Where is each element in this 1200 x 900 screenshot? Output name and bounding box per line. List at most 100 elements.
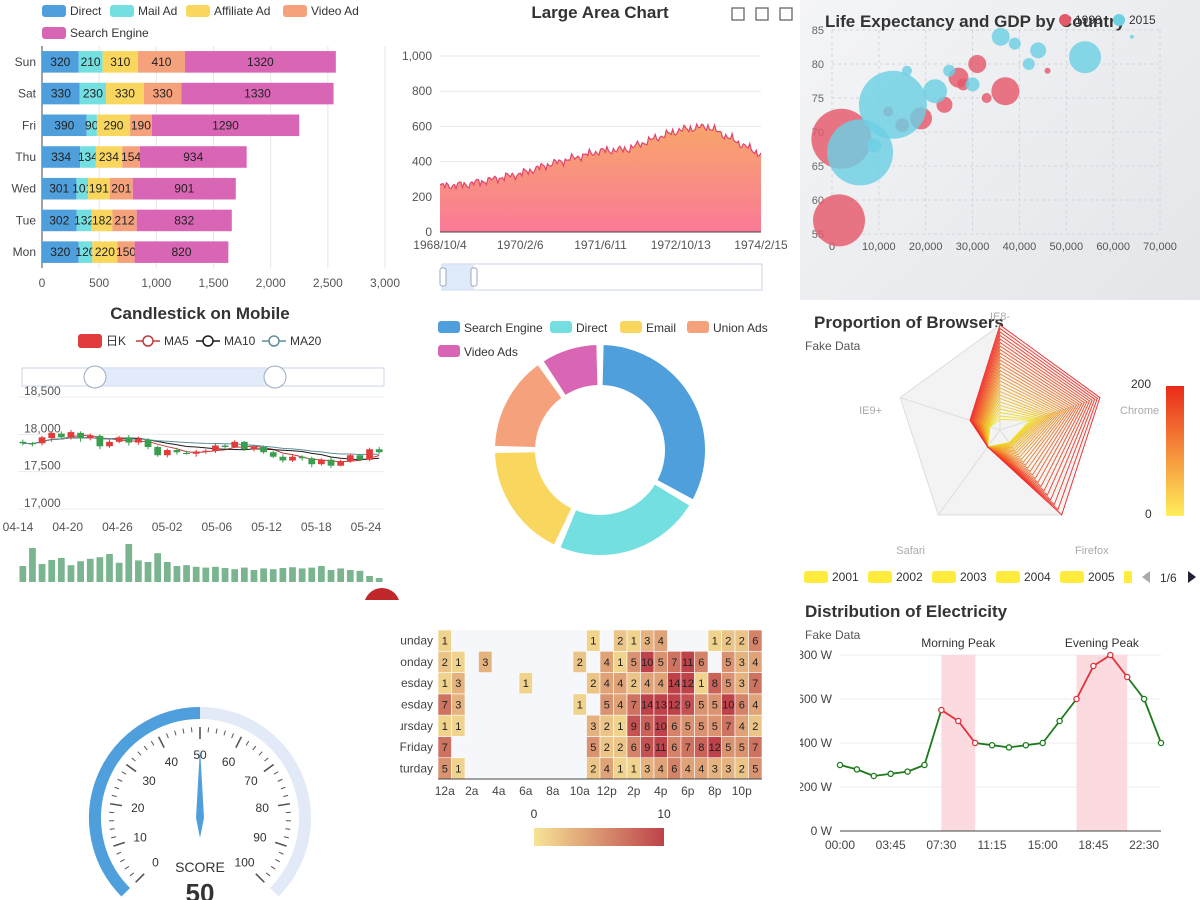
heatmap-cell-label: 8 xyxy=(698,742,704,754)
gauge-tick xyxy=(245,740,250,746)
volume-bar xyxy=(327,570,335,582)
heatmap-cell-label: 4 xyxy=(617,678,623,690)
candle-body xyxy=(269,452,277,457)
volume-bar xyxy=(375,578,383,582)
volume-bar xyxy=(19,566,27,582)
gauge-progress xyxy=(89,707,201,897)
legend-swatch xyxy=(268,335,280,347)
candle-body xyxy=(125,437,133,443)
radar-series-line xyxy=(976,359,1075,472)
heatmap-cell-label: 4 xyxy=(658,636,664,648)
bar-value-label: 132 xyxy=(74,213,94,227)
line-point xyxy=(1140,695,1148,703)
x-tick-label: 05-24 xyxy=(351,520,382,534)
radar-panel: Proportion of Browsers Fake Data IE8- Chrom… xyxy=(800,300,1200,600)
legend-swatch xyxy=(1124,571,1132,583)
heatmap-cell-label: 1 xyxy=(590,636,596,648)
bar-segment xyxy=(143,82,182,105)
radar-series-line xyxy=(981,380,1060,456)
gauge-tick-label: 20 xyxy=(131,801,145,815)
legend-next-icon[interactable] xyxy=(1188,571,1196,583)
volume-bar xyxy=(183,565,190,582)
legend-label: Search Engine xyxy=(70,26,149,40)
line-segment xyxy=(1075,665,1095,700)
donut-panel: Search Engine Direct Email Union Ads Video A… xyxy=(400,300,800,600)
x-tick-label: 2,000 xyxy=(256,276,286,290)
gauge-tick xyxy=(124,865,130,870)
heatmap-cell-label: 1 xyxy=(442,721,448,733)
gauge-tick xyxy=(264,757,269,762)
gauge-tick xyxy=(270,865,276,870)
visualmap-min-label: 0 xyxy=(531,807,538,821)
heatmap-cell xyxy=(694,650,709,673)
y-tick-label: 400 xyxy=(412,155,432,169)
volume-bar xyxy=(38,564,46,582)
bar-segment xyxy=(96,114,131,137)
line-segment xyxy=(1058,698,1078,722)
volume-bar xyxy=(298,568,306,582)
heatmap-cell-label: 4 xyxy=(604,657,610,669)
bubble-point xyxy=(943,64,956,77)
x-tick-label: 1970/2/6 xyxy=(497,238,544,252)
datazoom-handle-right[interactable] xyxy=(470,267,478,287)
legend-label: Video Ad xyxy=(311,4,359,18)
heatmap-cell-label: 3 xyxy=(712,763,718,775)
bubble-point xyxy=(923,79,948,104)
legend-label: Email xyxy=(646,321,676,335)
volume-bar xyxy=(96,557,104,582)
heatmap-cell-label: 2 xyxy=(590,678,596,690)
candle-body xyxy=(144,439,152,448)
legend-prev-icon[interactable] xyxy=(1142,571,1150,583)
bar-value-label: 302 xyxy=(49,213,69,227)
y-tick-label: 18,500 xyxy=(24,384,61,398)
x-tick-label: 10a xyxy=(570,784,590,798)
bar-value-label: 410 xyxy=(151,55,171,69)
heatmap-cell-label: 2 xyxy=(725,636,731,648)
gauge-tick xyxy=(277,802,291,807)
bar-segment xyxy=(184,51,336,73)
datazoom-handle-left[interactable] xyxy=(83,365,107,389)
undo-icon[interactable] xyxy=(755,7,769,21)
volume-bar xyxy=(77,561,84,582)
bar-segment xyxy=(42,114,87,137)
radar-series-line xyxy=(986,404,1042,448)
heatmap-cell-label: 7 xyxy=(685,742,691,754)
candle-body xyxy=(375,449,383,453)
radar-series-line xyxy=(979,373,1065,461)
x-tick-label: 0 xyxy=(39,276,46,290)
gauge-tick xyxy=(129,872,135,877)
large-area-chart: Large Area Chart 0 200 400 600 800 1,000 1968/1… xyxy=(402,3,793,291)
bar-value-label: 230 xyxy=(83,87,103,101)
heatmap-cell-label: 3 xyxy=(455,700,461,712)
radar-series-line xyxy=(969,324,1101,516)
heatmap-cell-label: 12 xyxy=(682,678,694,690)
volume-bar xyxy=(163,562,171,582)
crop-icon[interactable] xyxy=(731,7,745,21)
x-tick-label: 4a xyxy=(492,784,506,798)
x-tick-label: 60,000 xyxy=(1096,241,1130,253)
legend-swatch xyxy=(932,571,956,583)
gauge-tick xyxy=(283,836,289,839)
line-point xyxy=(887,770,894,778)
heatmap-cell-label: 9 xyxy=(644,742,650,754)
bubble-point xyxy=(1030,42,1047,59)
candlestick-chart: Candlestick on Mobile 日K MA5 MA10 MA20 17,000… xyxy=(3,304,399,600)
volume-bar xyxy=(212,566,219,582)
heatmap-cell-label: 5 xyxy=(604,700,610,712)
heatmap-cell-label: 1 xyxy=(631,763,637,775)
datazoom-handle-left[interactable] xyxy=(439,267,447,287)
legend-swatch xyxy=(438,321,460,333)
refresh-icon[interactable] xyxy=(779,7,793,21)
datazoom-handle-right[interactable] xyxy=(263,365,287,389)
bubble-point xyxy=(1022,58,1035,70)
gauge-tick-label: 10 xyxy=(133,830,147,844)
legend-label: 2003 xyxy=(960,570,987,584)
x-tick-label: 05-06 xyxy=(202,520,233,534)
volume-bar xyxy=(173,566,181,582)
bubble-point xyxy=(813,194,866,247)
heatmap-cell-label: 3 xyxy=(644,763,650,775)
heatmap-cell-label: 3 xyxy=(644,636,650,648)
heatmap-cell-label: 6 xyxy=(671,763,677,775)
legend-label: Direct xyxy=(70,4,102,18)
radar-indicator-label: Safari xyxy=(896,545,925,557)
